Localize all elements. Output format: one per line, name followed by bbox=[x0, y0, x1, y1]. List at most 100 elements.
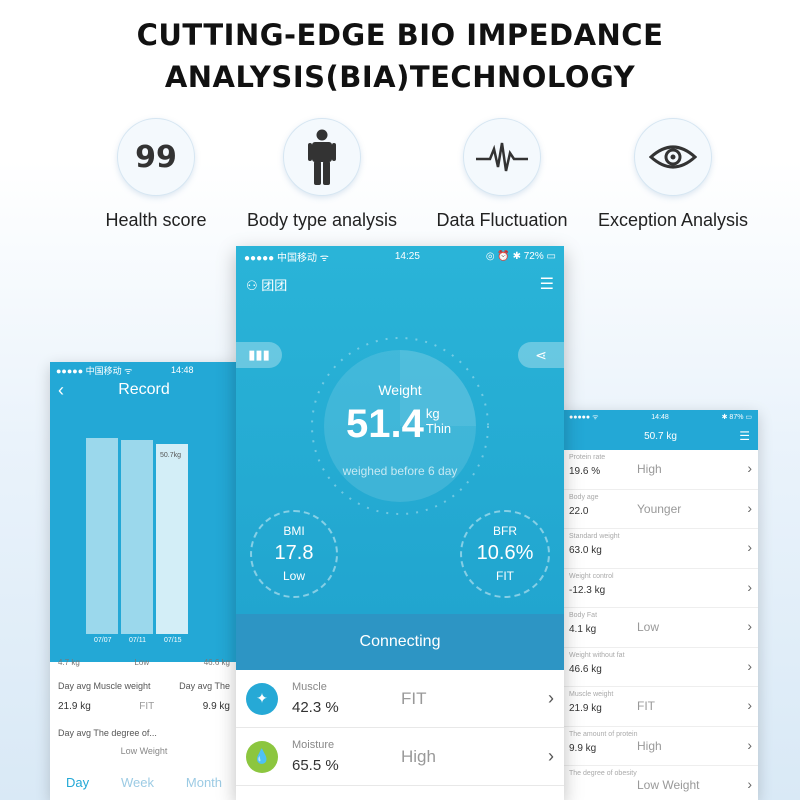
chart-button[interactable]: ▮▮▮ bbox=[236, 342, 282, 368]
metric-name: Weight control bbox=[569, 572, 614, 580]
user-icon: ⚇ bbox=[246, 277, 258, 293]
bmi-value: 17.8 bbox=[274, 542, 314, 564]
metric-value: 21.9 kg bbox=[569, 703, 602, 714]
chevron-right-icon: › bbox=[548, 746, 554, 766]
status-bar: ●●●●● 中国移动 ᯤ 14:25 ◎ ⏰ ✱ 72% ▭ bbox=[244, 250, 556, 264]
headline-line-2: ANALYSIS(BIA)TECHNOLOGY bbox=[164, 60, 636, 94]
chevron-right-icon: › bbox=[747, 618, 752, 634]
list-item-moisture[interactable]: 💧 Moisture 65.5 % High › bbox=[236, 728, 564, 786]
share-button[interactable]: ⋖ bbox=[518, 342, 564, 368]
weight-label: Weight bbox=[378, 382, 422, 398]
tab-day[interactable]: Day bbox=[65, 775, 90, 790]
bfr-status: FIT bbox=[496, 569, 514, 583]
bar-date: 07/07 bbox=[94, 637, 112, 644]
bfr-value: 10.6% bbox=[476, 542, 534, 564]
list-item[interactable]: Body Fat 4.1 kg Low › bbox=[563, 608, 758, 648]
weight-dashboard: ●●●●● 中国移动 ᯤ 14:25 ◎ ⏰ ✱ 72% ▭ ⚇ 团团 ☰ ▮▮… bbox=[236, 246, 564, 614]
metric-value: 22.0 bbox=[569, 505, 589, 517]
feature-label: Health score bbox=[105, 210, 207, 230]
metric-status: FIT bbox=[637, 699, 655, 713]
metric-value: 9.9 kg bbox=[569, 742, 597, 754]
metric-status: Low bbox=[637, 620, 660, 634]
chevron-right-icon: › bbox=[747, 736, 752, 753]
period-tabs: Day Week Month bbox=[50, 775, 238, 790]
metric-name: Body Fat bbox=[569, 612, 598, 619]
menu-icon[interactable]: ☰ bbox=[739, 429, 750, 443]
list-item[interactable]: The amount of protein 9.9 kg High › bbox=[563, 727, 758, 766]
page-title: Record bbox=[118, 381, 170, 398]
bar-value-label: 50.7kg bbox=[160, 452, 182, 459]
share-icon: ⋖ bbox=[535, 346, 547, 363]
stat-value: 21.9 kg bbox=[58, 701, 91, 712]
main-phone-screen: ●●●●● 中国移动 ᯤ 14:25 ◎ ⏰ ✱ 72% ▭ ⚇ 团团 ☰ ▮▮… bbox=[236, 246, 564, 800]
record-stats: 4.7 kg Low 46.6 kg Day avg Muscle weight… bbox=[50, 658, 238, 800]
chevron-right-icon: › bbox=[747, 776, 752, 792]
headline-line-1: CUTTING-EDGE BIO IMPEDANCE bbox=[136, 18, 664, 52]
tab-month[interactable]: Month bbox=[185, 775, 223, 790]
bar-chart-icon: ▮▮▮ bbox=[248, 347, 270, 362]
metric-name: The degree of obesity bbox=[569, 770, 637, 777]
status-text: FIT bbox=[401, 688, 427, 708]
stat-value: 9.9 kg bbox=[202, 701, 230, 712]
eye-icon bbox=[634, 118, 712, 196]
feature-label: Body type analysis bbox=[246, 210, 398, 230]
muscle-icon: ✦ bbox=[246, 682, 278, 715]
details-header: ●●●●● ᯤ 14:48 ✱ 87% ▭ 50.7 kg ☰ bbox=[563, 410, 758, 450]
user-profile[interactable]: ⚇ 团团 bbox=[246, 277, 288, 293]
feature-data-fluctuation: Data Fluctuation bbox=[417, 118, 587, 231]
weight-status: Thin bbox=[425, 421, 452, 436]
record-phone-screen: ●●●●● 中国移动 ᯤ 14:48 ‹ Record 50.7kg 07/07… bbox=[50, 362, 238, 800]
chevron-right-icon: › bbox=[548, 688, 554, 708]
connecting-bar: Connecting bbox=[236, 614, 564, 670]
stat-label: Day avg The bbox=[179, 681, 230, 691]
chevron-right-icon: › bbox=[747, 697, 752, 713]
list-menu-icon[interactable]: ☰ bbox=[539, 276, 554, 293]
page-title: 50.7 kg bbox=[644, 430, 677, 442]
feature-health-score: 99 Health score bbox=[71, 118, 241, 231]
bar-date: 07/15 bbox=[164, 637, 182, 644]
weight-value: 51.4 bbox=[346, 402, 424, 446]
bfr-dial[interactable]: BFR 10.6% FIT bbox=[460, 510, 550, 598]
status-bar: ●●●●● ᯤ 14:48 ✱ 87% ▭ bbox=[569, 413, 752, 422]
score-99-icon: 99 bbox=[117, 118, 195, 196]
weight-reading: 51.4 kg Thin bbox=[346, 402, 451, 447]
chart-bar[interactable] bbox=[121, 440, 153, 634]
tab-week[interactable]: Week bbox=[120, 775, 154, 790]
list-item[interactable]: Weight without fat 46.6 kg › bbox=[563, 648, 758, 687]
person-icon bbox=[283, 118, 361, 196]
status-text: High bbox=[401, 746, 436, 766]
stat-label: Day avg The degree of... bbox=[58, 728, 157, 738]
record-header: ●●●●● 中国移动 ᯤ 14:48 ‹ Record 50.7kg 07/07… bbox=[50, 362, 238, 662]
list-item-muscle[interactable]: ✦ Muscle 42.3 % FIT › bbox=[236, 670, 564, 728]
water-drop-icon: 💧 bbox=[246, 740, 278, 773]
metric-value: 63.0 kg bbox=[569, 545, 602, 556]
list-item[interactable]: The degree of obesity Low Weight › bbox=[563, 766, 758, 800]
stat-status: FIT bbox=[139, 701, 155, 712]
metric-name: Protein rate bbox=[569, 454, 606, 461]
bmi-dial[interactable]: BMI 17.8 Low bbox=[250, 510, 338, 598]
metric-status: Younger bbox=[637, 501, 682, 516]
list-item[interactable]: Body age 22.0 Younger › bbox=[563, 490, 758, 529]
stat-label: Day avg Muscle weight bbox=[58, 681, 151, 691]
weight-dial bbox=[311, 337, 489, 515]
metric-value: 19.6 % bbox=[569, 466, 601, 477]
list-item[interactable]: Standard weight 63.0 kg › bbox=[563, 529, 758, 569]
metric-value: 46.6 kg bbox=[569, 663, 602, 675]
list-item[interactable]: Protein rate 19.6 % High › bbox=[563, 450, 758, 490]
feature-body-type: Body type analysis bbox=[237, 118, 407, 231]
metric-name: Muscle weight bbox=[569, 691, 614, 698]
metric-name: Standard weight bbox=[569, 533, 620, 540]
list-item[interactable]: Weight control -12.3 kg › bbox=[563, 569, 758, 608]
weighed-note: weighed before 6 day bbox=[342, 464, 458, 478]
metric-status: High bbox=[637, 462, 662, 476]
chart-bar-selected[interactable] bbox=[156, 444, 188, 634]
chevron-right-icon: › bbox=[747, 578, 752, 595]
metric-name: Body age bbox=[569, 493, 599, 501]
chart-bar[interactable] bbox=[86, 438, 118, 634]
feature-label: Exception Analysis bbox=[597, 210, 749, 230]
metric-status: High bbox=[637, 738, 662, 753]
back-button[interactable]: ‹ bbox=[58, 379, 64, 400]
metric-name: Weight without fat bbox=[569, 651, 625, 659]
stat-status: Low Weight bbox=[120, 746, 168, 756]
list-item[interactable]: Muscle weight 21.9 kg FIT › bbox=[563, 687, 758, 727]
